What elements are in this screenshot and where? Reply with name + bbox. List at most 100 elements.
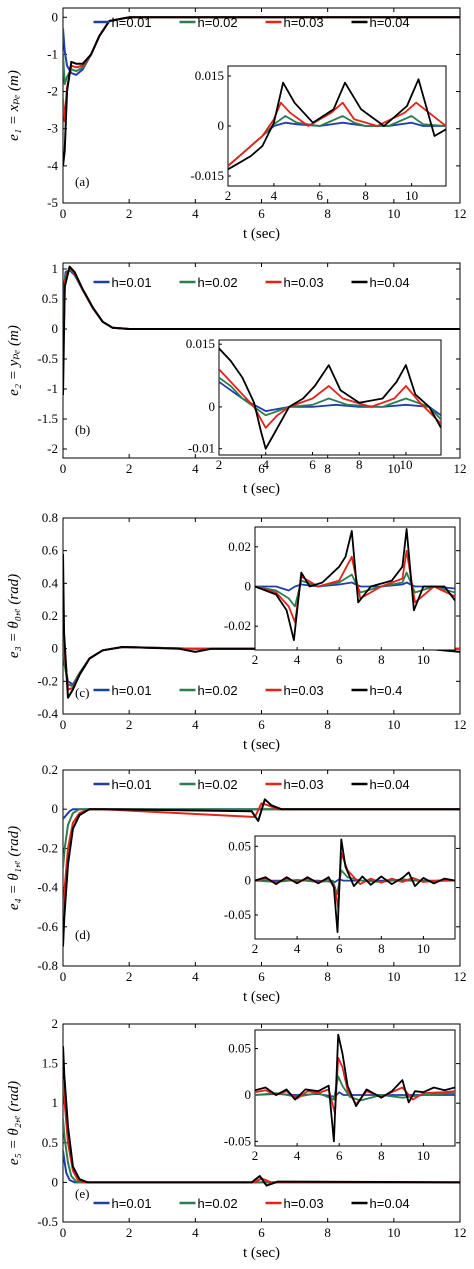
y-tick-label: 2 <box>52 1016 59 1031</box>
y-tick-label: -5 <box>47 195 58 210</box>
inset-x-tick-label: 8 <box>356 457 363 472</box>
inset-x-tick-label: 4 <box>294 652 301 667</box>
x-tick-label: 0 <box>60 1225 67 1240</box>
legend-label: h=0.01 <box>112 777 152 792</box>
inset-x-tick-label: 10 <box>417 652 430 667</box>
x-tick-label: 8 <box>324 206 331 221</box>
y-axis-label: e₂ = yₚₑ (m) <box>6 325 22 396</box>
legend: h=0.01 h=0.02 h=0.03 h=0.04 <box>93 15 410 30</box>
y-tick-label: 0 <box>52 321 59 336</box>
x-tick-label: 6 <box>258 1225 265 1240</box>
chart-panel-4: 0 2 4 6 8 10 120.20-0.2-0.4-0.6-0.8h=0.01 h=0.0… <box>6 762 467 1005</box>
x-axis-label: t (sec) <box>243 989 280 1005</box>
series-group <box>63 16 460 167</box>
x-tick-label: 6 <box>258 717 265 732</box>
y-tick-label: 1.5 <box>42 1056 58 1071</box>
inset-series-group <box>228 78 446 171</box>
y-tick-label: -0.4 <box>37 706 58 721</box>
series-line-h=0.04 <box>63 1046 460 1187</box>
x-tick-label: 4 <box>192 461 199 476</box>
x-tick-label: 4 <box>192 969 199 984</box>
x-tick-label: 12 <box>454 969 467 984</box>
inset-series-group <box>219 347 441 450</box>
y-tick-label: 0.2 <box>42 608 58 623</box>
x-tick-label: 0 <box>60 461 67 476</box>
x-tick-label: 2 <box>126 461 133 476</box>
x-tick-label: 6 <box>258 461 265 476</box>
inset-series-group <box>255 528 455 641</box>
inset-series-line-4 <box>255 1033 455 1143</box>
y-tick-label: 0 <box>52 9 59 24</box>
y-tick-label: -1 <box>47 46 58 61</box>
x-tick-label: 8 <box>324 717 331 732</box>
legend-label: h=0.01 <box>112 15 152 30</box>
inset-y-tick-label: 0.05 <box>228 1041 251 1056</box>
x-tick-label: 6 <box>258 206 265 221</box>
x-tick-label: 10 <box>387 206 400 221</box>
x-axis-label: t (sec) <box>243 1245 280 1261</box>
inset-chart: 2 4 6 8 10 0.015 0 -0.015 <box>190 65 447 203</box>
legend-label: h=0.02 <box>198 15 238 30</box>
inset-chart: 2 4 6 8 10 0.02 0 -0.02 <box>224 526 456 667</box>
x-tick-label: 10 <box>387 1225 400 1240</box>
inset-x-tick-label: 6 <box>317 188 324 203</box>
y-tick-label: -1.5 <box>37 411 58 426</box>
legend-label: h=0.04 <box>370 777 410 792</box>
y-tick-label: 0 <box>52 641 59 656</box>
inset-series-line-4 <box>255 838 455 933</box>
y-tick-label: -0.6 <box>37 919 58 934</box>
inset-x-tick-label: 8 <box>362 188 369 203</box>
legend: h=0.01 h=0.02 h=0.03 h=0.4 <box>93 683 403 698</box>
y-tick-label: -2 <box>47 84 58 99</box>
legend: h=0.01 h=0.02 h=0.03 h=0.04 <box>93 777 410 792</box>
inset-y-tick-label: 0 <box>245 1087 252 1102</box>
legend-label: h=0.02 <box>198 777 238 792</box>
y-tick-label: 0.2 <box>42 762 58 777</box>
inset-series-group <box>255 1033 455 1143</box>
y-tick-label: -2 <box>47 441 58 456</box>
y-tick-label: -1 <box>47 381 58 396</box>
legend-label: h=0.02 <box>198 275 238 290</box>
legend-label: h=0.02 <box>198 1196 238 1211</box>
legend: h=0.01 h=0.02 h=0.03 h=0.04 <box>93 275 410 290</box>
legend-label: h=0.04 <box>370 275 410 290</box>
y-axis-label: e₁ = xₚₑ (m) <box>6 70 22 141</box>
inset-plot-area <box>254 835 456 940</box>
series-group <box>63 1046 460 1187</box>
inset-y-tick-label: -0.01 <box>188 441 215 456</box>
x-tick-label: 8 <box>324 1225 331 1240</box>
inset-chart: 2 4 6 8 10 0.05 0 -0.05 <box>224 835 456 956</box>
y-tick-label: -0.2 <box>37 840 58 855</box>
y-axis-label: e₅ = θ₂,ₑ (rad) <box>6 1081 22 1165</box>
legend-label: h=0.4 <box>370 683 403 698</box>
panel-tag: (d) <box>75 927 90 942</box>
x-tick-label: 0 <box>60 206 67 221</box>
inset-x-tick-label: 8 <box>378 941 385 956</box>
x-tick-label: 6 <box>258 969 265 984</box>
inset-x-tick-label: 2 <box>252 652 259 667</box>
y-tick-label: -0.4 <box>37 880 58 895</box>
inset-series-line-4 <box>219 347 441 450</box>
inset-y-tick-label: 0 <box>209 399 216 414</box>
inset-y-tick-label: 0 <box>245 579 252 594</box>
chart-panel-1: 0 2 4 6 8 10 120-1-2-3-4-5h=0.01 h=0.02 h=0.03 h=… <box>6 7 467 242</box>
x-tick-label: 10 <box>387 717 400 732</box>
inset-y-tick-label: 0 <box>245 873 252 888</box>
inset-x-tick-label: 2 <box>252 1148 259 1163</box>
x-axis-label: t (sec) <box>243 737 280 753</box>
inset-x-tick-label: 4 <box>294 941 301 956</box>
y-tick-label: 0.4 <box>42 575 59 590</box>
x-tick-label: 4 <box>192 717 199 732</box>
y-tick-label: 1 <box>52 1095 59 1110</box>
inset-y-tick-label: 0.015 <box>186 336 215 351</box>
y-tick-label: 0.5 <box>42 1135 58 1150</box>
y-tick-label: -4 <box>47 158 58 173</box>
x-tick-label: 10 <box>387 969 400 984</box>
series-line-h=0.04 <box>63 16 460 167</box>
legend-label: h=0.02 <box>198 683 238 698</box>
y-tick-label: -0.5 <box>37 1214 58 1229</box>
inset-plot-area <box>218 339 442 456</box>
inset-x-tick-label: 6 <box>336 941 343 956</box>
